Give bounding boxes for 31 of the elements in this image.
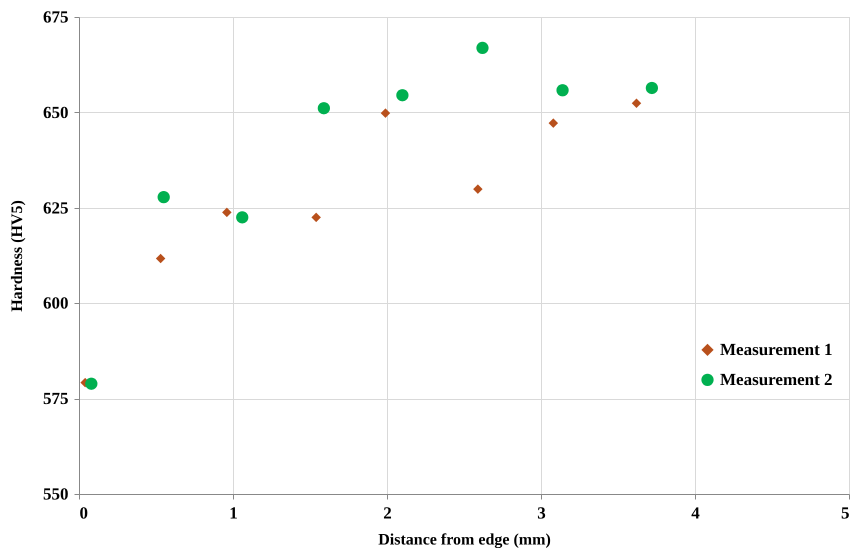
point — [646, 82, 658, 94]
point — [396, 89, 409, 102]
point — [222, 208, 232, 218]
point — [318, 102, 330, 114]
x-tick-label: 3 — [537, 504, 546, 522]
y-tick-label: 650 — [43, 102, 68, 122]
x-axis-title: Distance from edge (mm) — [378, 532, 551, 548]
x-tick-label: 4 — [691, 504, 700, 522]
x-tick-label: 2 — [383, 504, 392, 522]
y-tick-label: 625 — [43, 198, 68, 218]
y-tick-label: 575 — [43, 389, 68, 408]
y-tick-label: 550 — [43, 484, 68, 504]
point — [156, 254, 166, 264]
point — [85, 378, 98, 390]
legend-label: Measurement 2 — [720, 370, 833, 389]
y-axis-title: Hardness (HV5) — [9, 200, 26, 312]
point — [473, 184, 483, 194]
x-tick-label: 5 — [841, 504, 850, 522]
x-tick-label: 0 — [80, 504, 88, 522]
point — [476, 42, 489, 54]
y-tick-label: 675 — [43, 8, 68, 26]
point — [632, 98, 642, 108]
point — [548, 118, 558, 128]
x-tick-label: 1 — [229, 504, 238, 522]
point — [158, 191, 170, 204]
legend-label: Measurement 1 — [720, 340, 833, 359]
point — [311, 212, 321, 222]
y-tick-label: 600 — [43, 294, 68, 313]
point — [380, 108, 390, 118]
point — [556, 84, 569, 96]
point — [236, 211, 248, 224]
